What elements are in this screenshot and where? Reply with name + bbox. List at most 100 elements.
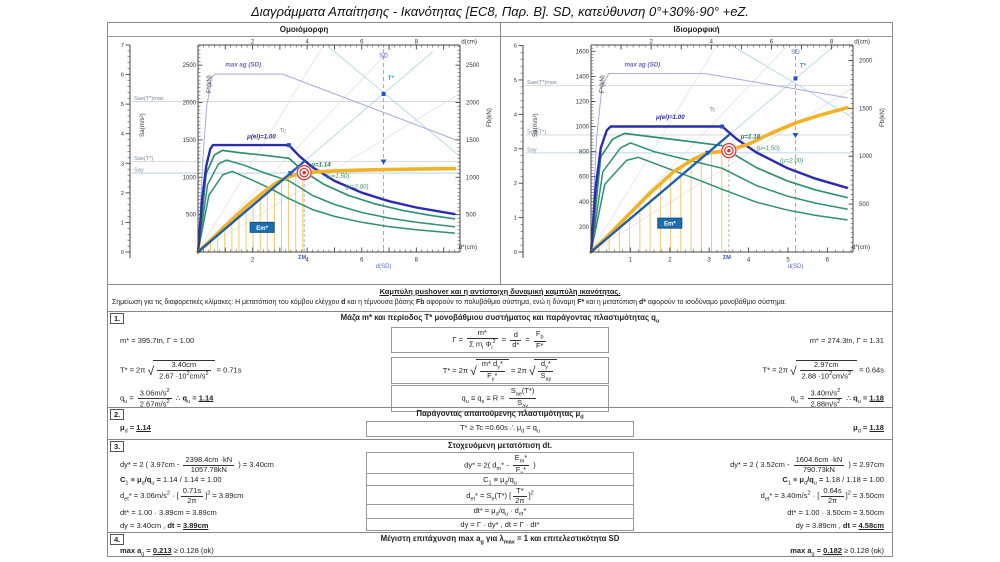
svg-text:600: 600 [579,175,590,181]
pushover-caption: Καμπύλη pushover και η αντίστοιχη δυναμι… [379,287,621,296]
svg-text:d(cm): d(cm) [461,39,477,46]
svg-text:Say: Say [527,147,537,153]
svg-text:F*(kN): F*(kN) [206,75,213,93]
svg-text:6: 6 [360,40,364,46]
calc-left: C1 ≡ μd/qu = 1.14 / 1.14 = 1.00 [120,475,222,487]
section-3-row-3: det* = 3.06m/s2 · [0.71s 2π]2 = 3.89cm de… [108,485,892,508]
calc-left: dt* = 1.00 · 3.89cm = 3.89cm [120,507,217,517]
svg-text:F*(kN): F*(kN) [599,75,606,93]
calc-left: dy* = 2 ( 3.97cm - 2398.4cm ·kN 1057.78kN… [120,455,274,474]
svg-text:1000: 1000 [466,175,480,181]
calc-right: μd = 1.18 [853,423,884,435]
section-2-header: Παράγοντας απαιτούμενης πλαστιμότητας μd [416,409,584,421]
svg-text:3: 3 [514,147,517,153]
section-2-number: 2. [110,409,125,420]
svg-text:0: 0 [121,250,124,256]
calc-right: det* = 3.40m/s2 · [0.64s 2π]2 = 3.50cm [760,486,884,505]
svg-text:2500: 2500 [183,63,197,69]
svg-text:SD: SD [379,53,388,60]
svg-text:2500: 2500 [466,63,480,69]
svg-text:Tc: Tc [709,106,715,113]
svg-text:μ(el)=1.00: μ(el)=1.00 [655,114,685,121]
svg-text:(μ=2.00): (μ=2.00) [780,157,803,164]
formula-box: T* ≥ Tc =0.60s ∴ μd = qu [365,421,634,437]
formula-box: det* = Se(T*) [T* 2π]2 [365,485,634,508]
svg-text:800: 800 [579,150,590,156]
section-4-row-1: max ag = 0.213 ≥ 0.128 (ok) max ag = 0.1… [108,545,892,558]
svg-text:6: 6 [121,73,124,79]
svg-text:μ=1.18: μ=1.18 [740,133,761,140]
calc-right: T* = 2π √ 2.97cm 2.88 ·102cm/s2 = 0.64s [762,360,884,381]
section-1-row-3: qu = 3.06m/s2 2.67m/s2 ∴ qu = 1.14 qu ≡ q… [108,385,892,412]
chart-panel-modal: Ιδιομορφική Sae(T*)max Sae(T*) Say Em* max a… [500,23,892,284]
charts-row: Ομοιόμορφη Sae(T*)max Sae(T*) Say Em* max ag… [108,23,892,285]
svg-text:Sa(m/s²): Sa(m/s²) [139,113,146,137]
svg-text:6: 6 [826,258,830,264]
svg-text:5: 5 [121,102,124,108]
calc-left: dy = 3.40cm , dt = 3.89cm [120,520,209,530]
svg-text:1: 1 [121,220,124,226]
section-3: 3. Στοχευόμενη μετατόπιση dt. dy* = 2 ( … [108,439,892,532]
svg-text:1500: 1500 [859,106,873,112]
calc-right: dt* = 1.00 · 3.50cm = 3.50cm [787,507,884,517]
svg-text:1000: 1000 [576,125,590,131]
svg-text:4: 4 [710,40,714,46]
svg-text:Sae(T*)max: Sae(T*)max [527,80,557,86]
svg-text:1200: 1200 [576,99,590,105]
svg-text:μ(el)=1.00: μ(el)=1.00 [246,133,276,140]
svg-text:8: 8 [830,40,834,46]
calc-right: m* = 274.3tn, Γ = 1.31 [809,335,884,345]
section-3-number: 3. [110,441,125,452]
svg-text:2: 2 [649,40,653,46]
section-1-header: Μάζα m* και περίοδος T* μονοβάθμιου συστ… [340,313,660,325]
svg-text:d*(cm): d*(cm) [459,244,477,251]
svg-text:T*: T* [388,75,395,82]
page-title: Διαγράμματα Απαίτησης - Ικανότητας [EC8,… [251,4,749,19]
svg-text:1600: 1600 [576,49,590,55]
section-2-row-1: μd = 1.14 T* ≥ Tc =0.60s ∴ μd = qu μd = … [108,420,892,438]
svg-text:Em*: Em* [664,222,676,228]
section-4: 4. Μέγιστη επιτάχυνση max ag για λmax = … [108,532,892,561]
calc-left: max ag = 0.213 ≥ 0.128 (ok) [120,545,214,558]
svg-text:3: 3 [121,161,124,167]
svg-text:ΣΜ: ΣΜ [298,255,306,261]
calc-left: μd = 1.14 [120,423,151,435]
svg-text:6: 6 [770,40,774,46]
svg-text:1500: 1500 [183,138,197,144]
svg-text:200: 200 [579,225,590,231]
svg-text:(μ=2.00): (μ=2.00) [345,183,368,190]
svg-text:1500: 1500 [466,138,480,144]
calc-right: max ag = 0.182 ≥ 0.128 (ok) [790,545,884,558]
scales-note: Σημείωση για τις διαφορετικές κλίμακες: … [112,299,787,306]
svg-text:8: 8 [415,40,419,46]
section-3-row-1: dy* = 2 ( 3.97cm - 2398.4cm ·kN 1057.78kN… [108,452,892,479]
svg-text:(μ=1.50): (μ=1.50) [326,173,349,180]
svg-text:400: 400 [579,200,590,206]
section-4-number: 4. [110,534,125,545]
chart-panel-uniform: Ομοιόμορφη Sae(T*)max Sae(T*) Say Em* max ag… [108,23,500,284]
svg-text:2: 2 [121,191,124,197]
section-1-row-2: T* = 2π √ 3.40cm 2.67 ·102cm/s2 = 0.71s T*… [108,356,892,385]
uniform-chart: Sae(T*)max Sae(T*) Say Em* max ag (SD) μ(el)=… [121,39,493,271]
svg-text:6: 6 [360,258,364,264]
chart-title-uniform: Ομοιόμορφη [108,23,500,37]
svg-text:max ag (SD): max ag (SD) [624,62,660,69]
calc-left: T* = 2π √ 3.40cm 2.67 ·102cm/s2 = 0.71s [120,360,242,381]
calc-left: qu = 3.06m/s2 2.67m/s2 ∴ qu = 1.14 [120,387,214,409]
svg-text:2: 2 [251,258,255,264]
svg-text:1400: 1400 [576,74,590,80]
svg-text:1: 1 [514,216,517,222]
svg-text:2: 2 [251,40,255,46]
formula-box: T* = 2π √ m* dy* Fy* = 2π √ dy* Say [390,356,609,385]
svg-text:Sae(T*): Sae(T*) [527,129,546,135]
svg-text:d*(cm): d*(cm) [852,244,870,251]
svg-text:Fb(kN): Fb(kN) [486,108,493,127]
svg-text:T*: T* [800,63,807,70]
svg-text:d(cm): d(cm) [854,39,870,46]
svg-text:d(SD): d(SD) [788,264,804,270]
svg-text:6: 6 [514,44,517,50]
svg-text:3: 3 [708,258,712,264]
calc-left: m* = 395.7tn, Γ = 1.00 [120,335,195,345]
section-3-header: Στοχευόμενη μετατόπιση dt. [448,441,552,450]
